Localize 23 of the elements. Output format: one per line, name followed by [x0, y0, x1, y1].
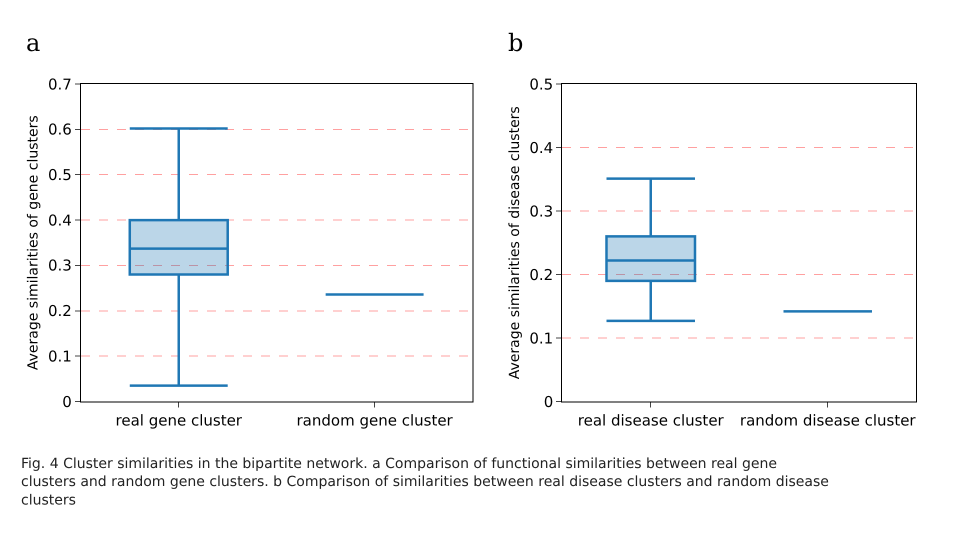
chart-title: a	[26, 29, 40, 57]
y-tick-label: 0.6	[48, 120, 72, 139]
y-axis-title: Average similarities of disease clusters	[506, 106, 523, 380]
y-tick-label: 0.2	[48, 302, 72, 320]
y-tick-label: 0.3	[529, 202, 554, 220]
x-tick-label: random gene cluster	[296, 412, 454, 430]
y-tick-label: 0.5	[48, 166, 72, 184]
y-tick-label: 0.4	[529, 138, 554, 157]
y-tick-label: 0.7	[48, 75, 72, 94]
x-tick-label: real gene cluster	[116, 412, 243, 430]
chart-title: b	[508, 29, 524, 57]
y-tick-label: 0.2	[529, 266, 554, 284]
y-axis-title: Average similarities of gene clusters	[26, 115, 42, 370]
x-tick-label: random disease cluster	[740, 412, 916, 430]
y-tick-label: 0.5	[529, 75, 554, 94]
y-tick-label: 0.4	[48, 211, 72, 230]
y-tick-label: 0.1	[48, 347, 72, 366]
y-tick-label: 0.1	[529, 329, 554, 348]
caption: Fig. 4 Cluster similarities in the bipartite network. a Comparison of functional similarities between real gene clusters and random gene clusters. b Comparison of similarities between real disease clusters and random disease clusters	[21, 456, 829, 508]
y-tick-label: 0	[544, 392, 554, 411]
y-tick-label: 0.3	[48, 256, 72, 275]
y-tick-label: 0	[62, 392, 72, 411]
x-tick-label: real disease cluster	[578, 412, 725, 430]
